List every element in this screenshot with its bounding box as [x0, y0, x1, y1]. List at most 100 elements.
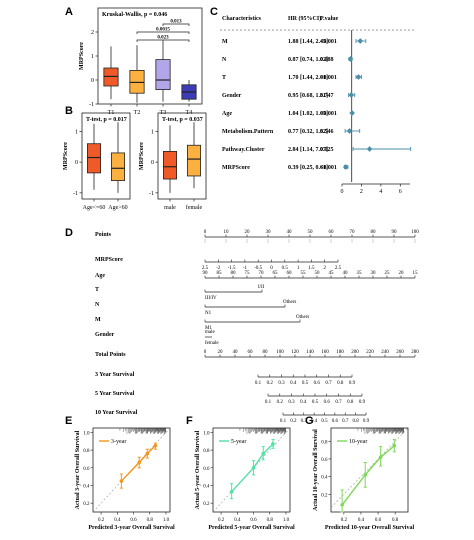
age-tick-label: 55 — [301, 271, 307, 276]
row-hr-age: 1.04 [1.02, 1.05] — [288, 111, 328, 117]
y-tick-label: 1 — [151, 129, 154, 135]
points-tick-label: 40 — [287, 230, 293, 235]
row-label-gender: Gender — [222, 93, 242, 99]
x-tick-label: 2 — [360, 189, 363, 195]
row-label-total: Total Points — [95, 352, 126, 358]
row-hr-n: 0.87 [0.74, 1.02] — [288, 57, 328, 63]
mrpscore-tick-label: 0 — [270, 266, 273, 271]
mrpscore-tick-label: 0.5 — [282, 266, 289, 271]
calibration-point — [340, 503, 344, 507]
n-level-label: Others — [283, 300, 296, 305]
total-tick-label: 80 — [263, 350, 269, 355]
panel-letter-e: E — [65, 415, 72, 427]
panel-f: 0.2 0.2 0.4 0.4 0.6 0.6 0.8 0.8 1.0 1.0 Predicted … — [195, 427, 295, 531]
panel-letter-f: F — [186, 415, 193, 427]
age-tick-label: 35 — [357, 271, 363, 276]
x-tick-label: 0.8 — [147, 518, 154, 523]
y-tick-label: 0.8 — [203, 449, 210, 454]
mrpscore-tick-label: -1 — [243, 266, 248, 271]
panel-b-right: -1 0 1 MRPScore T-test, p = 0.037 male female — [139, 112, 207, 211]
age-tick-label: 20 — [399, 271, 405, 276]
survival-10yr-tick-label: 0.6 — [332, 419, 339, 424]
age-tick-label: 25 — [385, 271, 391, 276]
y-tick-label: 0.6 — [203, 467, 210, 472]
y-axis-label: Actual 5-year Overall Survival — [195, 430, 201, 509]
x-tick-label: female — [186, 204, 203, 211]
row-hr-mrpscore: 0.39 [0.25, 0.61] — [288, 165, 328, 171]
y-tick-label: -1 — [149, 191, 154, 197]
row-hr-t: 1.70 [1.44, 2.01] — [288, 75, 328, 81]
age-tick-label: 85 — [217, 271, 223, 276]
y-axis-label: MRPScore — [139, 142, 145, 170]
y-tick-label: 1.0 — [83, 431, 90, 436]
bracket-p-value: 0.0015 — [156, 28, 170, 33]
row-p-metabolism-pattern: 0.546 — [320, 129, 334, 135]
calibration-point — [119, 479, 124, 483]
row-p-gender: 0.747 — [320, 93, 334, 99]
box-male — [162, 150, 177, 180]
y-tick-label: 0.4 — [83, 484, 90, 489]
x-tick-label: 0.2 — [341, 518, 348, 523]
y-tick-label: 0.4 — [321, 476, 328, 481]
header-characteristics: Characteristics — [222, 16, 262, 22]
gender-level-label: male — [205, 330, 215, 335]
row-p-mrpscore: <0.001 — [320, 165, 337, 171]
x-tick-label: 1.0 — [163, 518, 170, 523]
calibration-point — [229, 489, 234, 494]
total-tick-label: 160 — [321, 350, 329, 355]
row-label-y10: 10 Year Survival — [95, 410, 138, 416]
hr-point — [349, 110, 355, 116]
row-label-age: Age — [95, 273, 105, 279]
y-tick-label: -1 — [89, 102, 94, 108]
mrpscore-tick-label: 1 — [297, 266, 300, 271]
points-tick-label: 0 — [204, 230, 207, 235]
survival-3yr-tick-label: 0.2 — [267, 381, 274, 386]
y-tick-label: 1 — [75, 129, 78, 135]
row-label-n: N — [222, 57, 227, 63]
survival-10yr-tick-label: 0.8 — [353, 419, 360, 424]
x-tick-label: male — [164, 205, 176, 211]
row-label-metabolism-pattern: Metabolism.Pattern — [222, 129, 274, 135]
survival-3yr-tick-label: 0.9 — [349, 381, 356, 386]
row-hr-gender: 0.95 [0.68, 1.31] — [288, 93, 328, 99]
survival-10yr-tick-label: 0.3 — [301, 419, 308, 424]
bracket-p-value: 0.013 — [170, 20, 182, 25]
total-tick-label: 40 — [233, 350, 239, 355]
total-tick-label: 0 — [204, 350, 207, 355]
box-female — [186, 144, 201, 177]
y-tick-label: 1.0 — [203, 431, 210, 436]
row-label-t: T — [222, 75, 226, 81]
row-p-m: <0.001 — [320, 39, 337, 45]
t-level-label: I/II — [258, 285, 265, 290]
test-annotation: T-test, p = 0.017 — [86, 117, 127, 123]
m-level-label: M1 — [205, 326, 212, 331]
survival-10yr-tick-label: 0.5 — [321, 419, 328, 424]
x-tick-label: 0.8 — [392, 518, 399, 523]
panel-letters: A B C D E F G — [65, 6, 314, 427]
header-p-value: P.value — [320, 16, 339, 22]
survival-5yr-tick-label: 0.1 — [265, 400, 272, 405]
calibration-line — [231, 443, 274, 493]
survival-5yr-tick-label: 0.8 — [347, 400, 354, 405]
y-axis-label: MRPScore — [63, 142, 69, 170]
panel-letter-d: D — [65, 227, 73, 239]
row-label-y5: 5 Year Survival — [95, 391, 135, 397]
row-label-m: M — [95, 317, 101, 323]
x-tick-label: 0 — [341, 189, 344, 195]
box-age-60 — [111, 152, 126, 181]
y-tick-label: 0.6 — [321, 458, 328, 463]
row-hr-m: 1.88 [1.44, 2.45] — [288, 39, 328, 45]
survival-10yr-tick-label: 0.1 — [280, 419, 287, 424]
row-p-n: 0.088 — [320, 57, 334, 63]
age-tick-label: 45 — [329, 271, 335, 276]
x-tick-label: 0.4 — [234, 518, 241, 523]
total-tick-label: 220 — [366, 350, 374, 355]
hr-point — [348, 92, 355, 98]
survival-5yr-tick-label: 0.5 — [312, 400, 319, 405]
survival-3yr-tick-label: 0.4 — [290, 381, 297, 386]
x-tick-label: Age>60 — [108, 205, 127, 211]
row-label-m: M — [222, 39, 228, 45]
points-tick-label: 100 — [411, 230, 419, 235]
